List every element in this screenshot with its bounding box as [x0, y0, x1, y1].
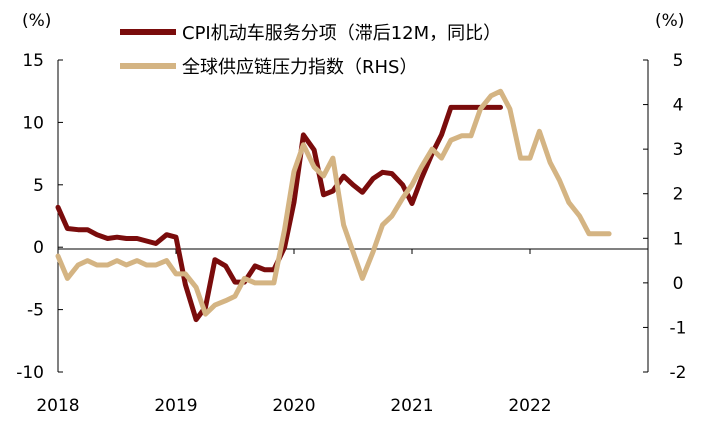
right-tick-label: 1: [673, 229, 684, 249]
left-axis-unit-label: (%): [22, 11, 51, 31]
right-tick-label: -2: [670, 363, 687, 383]
right-axis-unit-label: (%): [655, 11, 684, 31]
left-tick-label: 10: [22, 113, 44, 133]
left-tick-label: 5: [33, 176, 44, 196]
left-tick-label: 0: [33, 238, 44, 258]
right-tick-label: 0: [673, 274, 684, 294]
right-tick-label: -1: [670, 318, 687, 338]
series-line-supply-chain-pressure: [55, 88, 612, 317]
right-tick-label: 3: [673, 140, 684, 160]
series-layer: [55, 88, 612, 323]
right-tick-label: 5: [673, 51, 684, 71]
x-tick-label: 2020: [272, 396, 315, 416]
right-tick-label: 4: [673, 96, 684, 116]
legend-label-cpi: CPI机动车服务分项（滞后12M，同比）: [182, 23, 501, 44]
x-tick-label: 2021: [390, 396, 433, 416]
x-tick-label: 2022: [508, 396, 551, 416]
x-tick-label: 2018: [36, 396, 79, 416]
left-tick-label: 15: [22, 51, 44, 71]
series-line-cpi-auto-services: [55, 104, 503, 323]
left-tick-label: -5: [27, 301, 44, 321]
right-tick-label: 2: [673, 185, 684, 205]
x-tick-label: 2019: [154, 396, 197, 416]
legend-label-supply-chain: 全球供应链压力指数（RHS）: [182, 57, 417, 78]
left-tick-label: -10: [16, 363, 44, 383]
legend: CPI机动车服务分项（滞后12M，同比） 全球供应链压力指数（RHS）: [120, 23, 501, 78]
